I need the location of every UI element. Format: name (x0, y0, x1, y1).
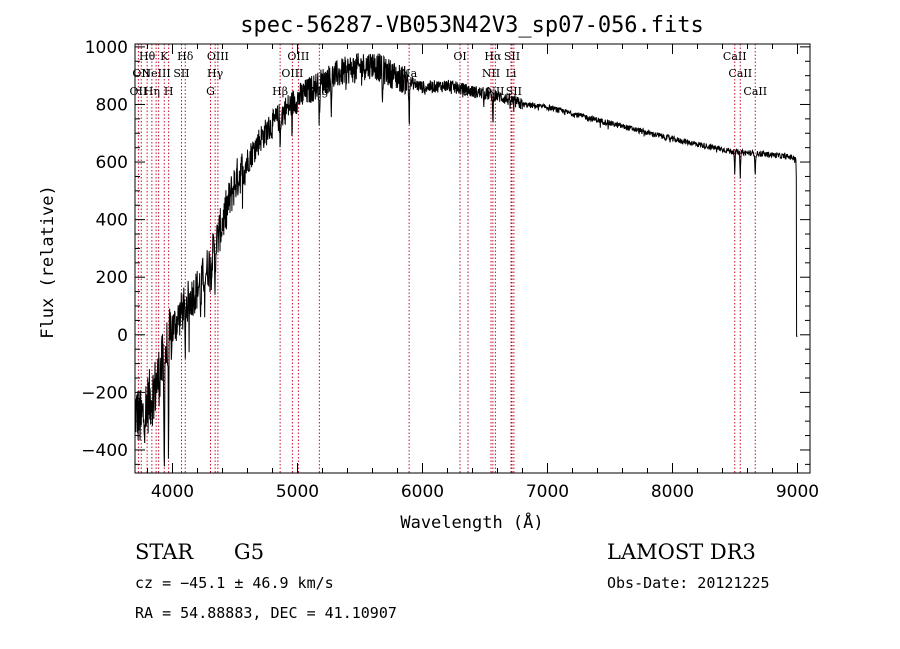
x-axis-label: Wavelength (Å) (400, 511, 543, 533)
x-tick-label: 9000 (776, 482, 819, 502)
axis-ticks: 4000 5000 6000 7000 8000 9000 −400 −200 0 200 400 6… (81, 38, 819, 502)
spectral-line-label: OIII (287, 50, 309, 63)
subclass-label: G5 (233, 540, 265, 564)
survey-label: LAMOST DR3 (607, 540, 756, 564)
y-tick-label: −200 (81, 383, 128, 403)
y-axis-label: Flux (relative) (38, 185, 58, 339)
spectral-line-label: Hθ (139, 50, 156, 63)
spectral-line-label: SII (504, 50, 520, 63)
spectral-line-label: H (164, 85, 174, 98)
spectral-line-label: SII (506, 85, 522, 98)
spectral-line-label: K (160, 50, 169, 63)
spectral-line-label: SII (173, 67, 189, 80)
spectral-line-label: Hβ (272, 85, 288, 98)
y-tick-label: 600 (96, 153, 128, 173)
x-tick-label: 5000 (276, 482, 319, 502)
chart-title: spec-56287-VB053N42V3_sp07-056.fits (240, 13, 704, 38)
y-tick-label: 200 (96, 268, 128, 288)
y-tick-label: 1000 (85, 38, 128, 58)
y-tick-label: 0 (117, 326, 128, 346)
spectral-line-label: Hδ (177, 50, 194, 63)
y-tick-label: 400 (96, 211, 128, 231)
coordinates: RA = 54.88883, DEC = 41.10907 (135, 604, 397, 622)
y-tick-label: −400 (81, 441, 128, 461)
spectral-line-label: Hγ (207, 67, 224, 80)
spectral-line-label: CaII (743, 85, 767, 98)
spectral-line-label: OII (132, 67, 150, 80)
spectral-line-label: OIII (207, 50, 229, 63)
y-tick-label: 800 (96, 95, 128, 115)
spectral-line-label: Hα (484, 50, 502, 63)
observation-date: Obs-Date: 20121225 (607, 574, 770, 592)
spectral-line-label: Li (506, 67, 517, 80)
spectral-line-label: G (206, 85, 215, 98)
x-tick-label: 7000 (526, 482, 569, 502)
redshift-value: cz = −45.1 ± 46.9 km/s (135, 574, 334, 592)
spectral-line-label: NII (482, 67, 500, 80)
class-label: STAR (135, 540, 194, 564)
spectral-line-label: CaII (728, 67, 752, 80)
plot-frame (134, 43, 811, 474)
spectral-line-label: OII (130, 85, 148, 98)
spectrum-trace (134, 53, 798, 467)
spectral-line-label: Hη (144, 85, 160, 98)
spectral-line-label: OI (453, 50, 466, 63)
x-tick-label: 8000 (651, 482, 694, 502)
spectral-line-label: NeIII (142, 67, 171, 80)
spectral-line-label: CaII (723, 50, 747, 63)
object-class: STAR G5 (135, 540, 264, 564)
x-tick-label: 6000 (401, 482, 444, 502)
spectral-line-markers (137, 44, 756, 473)
spectral-line-label: OIII (281, 67, 303, 80)
spectral-line-labels: OIIOIIHθHηNeIIIKHSIIHδGHγOIIIHβOIIIOIIIM… (130, 50, 768, 98)
x-tick-label: 4000 (151, 482, 194, 502)
